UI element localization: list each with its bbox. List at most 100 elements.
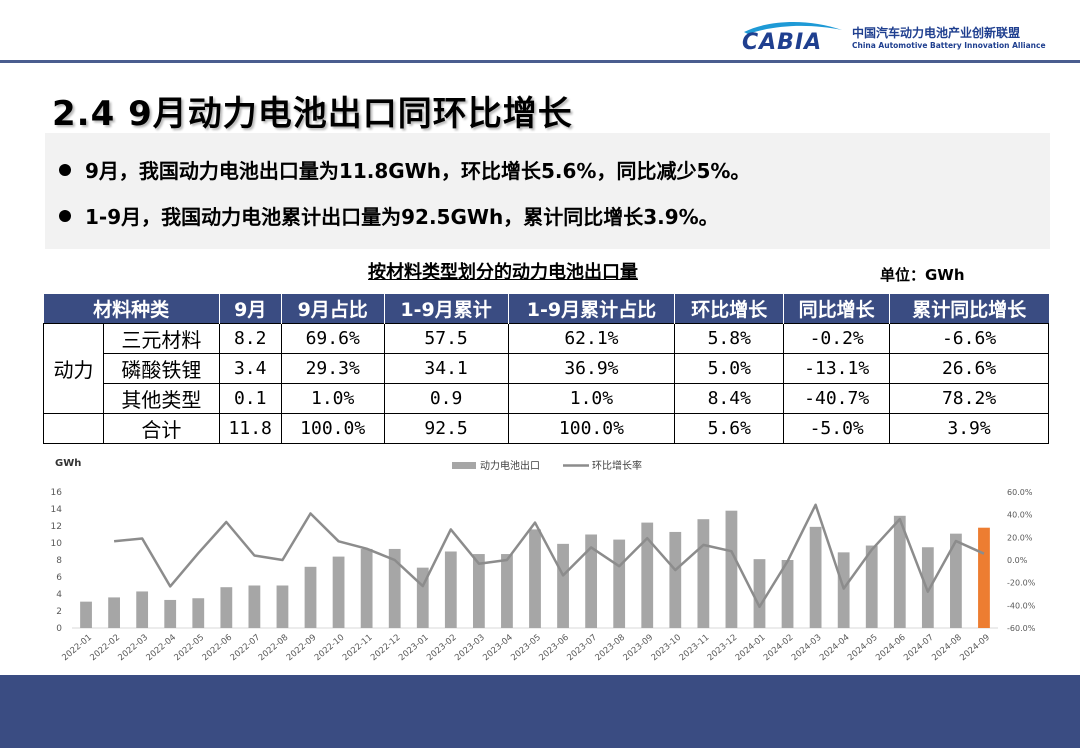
- table-cell: -40.7%: [783, 382, 891, 414]
- export-trend-chart: GWh 0 2 4 6 8 10 12 14 16 -60.0% -40.0% -20.0% 0.0% 20…: [51, 458, 1036, 663]
- table-row-total: 合计 11.8 100.0% 92.5 100.0% 5.6% -5.0% 3.…: [43, 412, 1049, 444]
- bar: [444, 551, 457, 628]
- x-tick-label: 2023-08: [593, 633, 627, 663]
- y-tick-label: 14: [51, 505, 63, 515]
- legend-label: 动力电池出口: [480, 459, 540, 472]
- bar: [669, 531, 682, 628]
- page-title: 2.4 9月动力电池出口同环比增长: [52, 94, 573, 134]
- table-cell: 8.4%: [674, 382, 785, 414]
- x-tick-label: 2022-05: [173, 633, 207, 663]
- header-bar: [0, 0, 1080, 64]
- x-tick-label: 2023-06: [537, 633, 571, 663]
- bar: [248, 585, 261, 628]
- x-tick-label: 2022-02: [88, 633, 122, 663]
- table-cell: 5.6%: [674, 412, 785, 444]
- table-cell: 100.0%: [507, 412, 676, 444]
- table-cell: -0.2%: [783, 322, 891, 354]
- x-tick-label: 2022-12: [369, 633, 403, 663]
- legend-bar-swatch: [452, 462, 476, 469]
- table-cell: 3.4: [218, 352, 282, 384]
- footer-bar: [0, 675, 1080, 748]
- header-divider: [0, 60, 1080, 63]
- table-cell: 三元材料: [102, 322, 220, 354]
- bar: [164, 599, 177, 628]
- summary-text-2: 1-9月，我国动力电池累计出口量为92.5GWh，累计同比增长3.9%。: [85, 205, 719, 229]
- y-tick-label: 4: [56, 590, 62, 600]
- x-tick-label: 2022-08: [257, 633, 291, 663]
- bar: [950, 533, 962, 628]
- table-cell: 26.6%: [889, 352, 1049, 384]
- y-tick-label: 12: [51, 522, 62, 532]
- x-tick-label: 2022-09: [285, 633, 319, 663]
- table-row: 磷酸铁锂 3.4 29.3% 34.1 36.9% 5.0% -13.1% 26…: [44, 352, 1049, 384]
- table-cell: 5.0%: [674, 352, 785, 384]
- x-tick-label: 2023-05: [509, 633, 543, 663]
- org-name-en: China Automotive Battery Innovation Alli…: [852, 41, 1046, 50]
- bar: [753, 559, 766, 628]
- x-tick-label: 2024-06: [874, 633, 908, 663]
- x-tick-label: 2022-11: [341, 633, 375, 663]
- bar: [613, 539, 626, 628]
- bar: [697, 519, 710, 628]
- bullet-dot-icon: [59, 164, 71, 176]
- table-cell: 0.9: [383, 382, 509, 414]
- y2-tick-label: 40.0%: [1007, 511, 1033, 520]
- export-by-material-table: 材料种类 9月 9月占比 1-9月累计 1-9月累计占比 环比增长 同比增长 累…: [43, 294, 1049, 444]
- logo-text: CABIA: [742, 30, 823, 55]
- bar: [304, 566, 317, 628]
- y-tick-label: 0: [56, 624, 62, 634]
- table-cell: 3.9%: [889, 412, 1049, 444]
- table-cell: 5.8%: [674, 322, 785, 354]
- x-tick-label: 2024-07: [902, 633, 936, 663]
- cabia-logo-swoosh: [744, 21, 842, 34]
- summary-box: 9月，我国动力电池出口量为11.8GWh，环比增长5.6%，同比减少5%。 1-…: [45, 133, 1050, 249]
- x-tick-label: 2023-03: [453, 633, 487, 663]
- table-cell: 78.2%: [889, 382, 1049, 414]
- table-cell: 57.5: [383, 322, 509, 354]
- table-cell: 100.0%: [280, 412, 385, 444]
- x-tick-label: 2023-12: [706, 633, 740, 663]
- x-tick-label: 2023-01: [397, 633, 431, 663]
- table-cell: 磷酸铁锂: [102, 352, 220, 384]
- bar: [136, 591, 149, 628]
- x-tick-label: 2024-04: [818, 633, 852, 663]
- x-tick-label: 2023-09: [622, 633, 656, 663]
- legend-label: 环比增长率: [592, 459, 642, 472]
- column-header: 材料种类: [43, 294, 220, 323]
- x-tick-label: 2024-09: [958, 633, 992, 663]
- table-cell: 8.2: [218, 322, 282, 354]
- column-header: 9月: [219, 294, 282, 323]
- bar: [332, 556, 345, 628]
- y2-tick-label: 20.0%: [1007, 533, 1033, 542]
- summary-text-1: 9月，我国动力电池出口量为11.8GWh，环比增长5.6%，同比减少5%。: [85, 159, 751, 183]
- bar: [557, 543, 569, 628]
- y2-tick-label: -60.0%: [1007, 624, 1036, 633]
- bar: [781, 560, 794, 628]
- x-tick-label: 2023-07: [565, 633, 599, 663]
- table-row: 动力 三元材料 8.2 69.6% 57.5 62.1% 5.8% -0.2% …: [43, 322, 1049, 414]
- table-cell: 92.5: [383, 412, 509, 444]
- column-header: 环比增长: [674, 294, 785, 323]
- table-cell: 0.1: [218, 382, 282, 414]
- x-tick-label: 2022-06: [201, 633, 235, 663]
- y-axis-label: GWh: [55, 458, 81, 469]
- y2-tick-label: -20.0%: [1007, 579, 1036, 588]
- y2-tick-label: 60.0%: [1007, 488, 1033, 497]
- bar: [108, 597, 120, 628]
- column-header: 同比增长: [783, 294, 891, 323]
- table-cell: 其他类型: [102, 382, 220, 414]
- table-cell: 34.1: [383, 352, 509, 384]
- summary-bullet-2: 1-9月，我国动力电池累计出口量为92.5GWh，累计同比增长3.9%。: [59, 201, 719, 230]
- bar: [585, 534, 598, 628]
- x-tick-label: 2022-10: [313, 633, 347, 663]
- bar: [501, 554, 513, 628]
- bar: [865, 545, 878, 628]
- x-tick-label: 2022-07: [229, 633, 263, 663]
- y-tick-label: 2: [56, 607, 62, 617]
- x-tick-label: 2024-03: [790, 633, 824, 663]
- table-cell: 1.0%: [507, 382, 676, 414]
- bar: [725, 510, 738, 628]
- column-header: 9月占比: [281, 294, 385, 323]
- y-tick-label: 10: [51, 539, 63, 549]
- bar: [80, 601, 92, 628]
